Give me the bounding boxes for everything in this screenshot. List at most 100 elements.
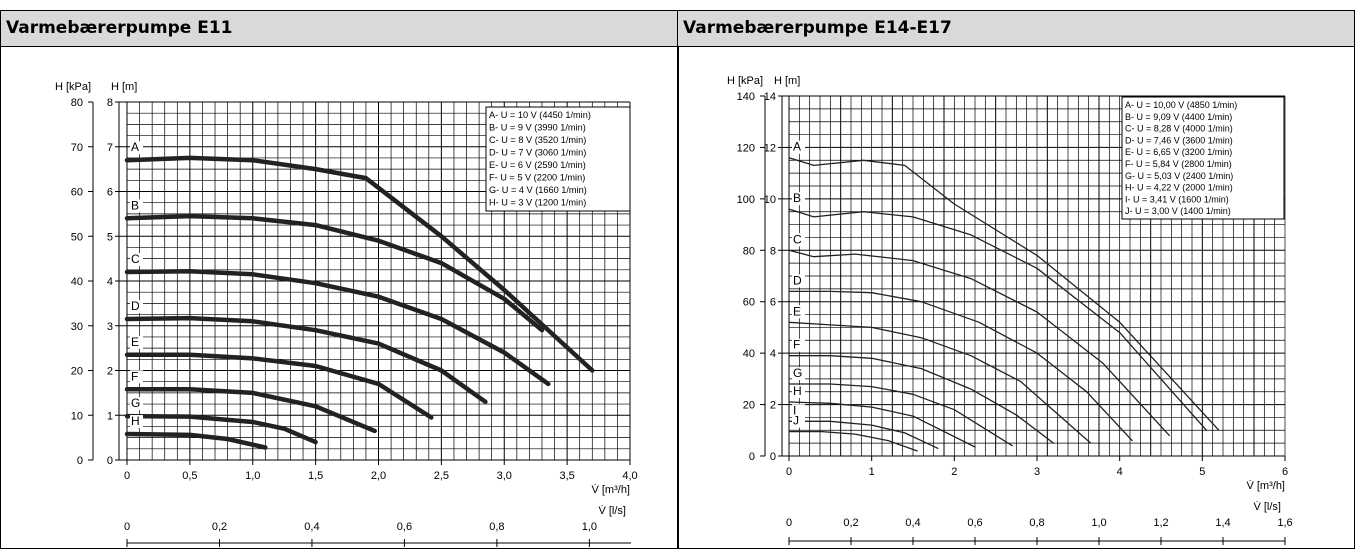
legend-entry: A- U = 10,00 V (4850 1/min) bbox=[1125, 100, 1237, 110]
legend-entry: B- U = 9,09 V (4400 1/min) bbox=[1125, 112, 1232, 122]
x-tick-label-ls: 0 bbox=[786, 517, 792, 529]
x-tick-label-m3h: 3,0 bbox=[497, 470, 512, 482]
x-tick-label-ls: 0,4 bbox=[304, 521, 319, 533]
curve-label-bg bbox=[130, 370, 143, 384]
y-tick-label-m: 6 bbox=[107, 187, 113, 199]
legend-entry: E- U = 6 V (2590 1/min) bbox=[489, 160, 586, 170]
y-tick-label-kpa: 60 bbox=[71, 187, 83, 199]
curve-e bbox=[124, 352, 434, 420]
x-tick-label-ls: 0,2 bbox=[843, 517, 858, 529]
curve-f bbox=[124, 387, 377, 434]
y-tick-label-m: 1 bbox=[107, 410, 113, 422]
y-tick-label-m: 10 bbox=[764, 194, 776, 206]
curve-label-bg bbox=[792, 274, 805, 288]
x-tick-label-ls: 0,8 bbox=[1029, 517, 1044, 529]
curve-h bbox=[788, 401, 976, 448]
x-tick-label-m3h: 1 bbox=[869, 466, 875, 478]
y-tick-label-kpa: 50 bbox=[71, 231, 83, 243]
x-tick-label-ls: 1,2 bbox=[1153, 517, 1168, 529]
legend-entry: B- U = 9 V (3990 1/min) bbox=[489, 123, 586, 133]
x-tick-label-m3h: 6 bbox=[1282, 466, 1288, 478]
curve-label-bg bbox=[792, 140, 805, 154]
y-tick-label-kpa: 0 bbox=[749, 451, 755, 463]
legend-entry: D- U = 7,46 V (3600 1/min) bbox=[1125, 135, 1233, 145]
y-tick-label-kpa: 40 bbox=[71, 276, 83, 288]
y-tick-label-kpa: 60 bbox=[743, 297, 755, 309]
y-tick-label-kpa: 80 bbox=[743, 245, 755, 257]
y-tick-label-kpa: 20 bbox=[71, 366, 83, 378]
legend-entry: A- U = 10 V (4450 1/min) bbox=[489, 110, 591, 120]
curve-b bbox=[124, 213, 545, 333]
y-tick-label-kpa: 0 bbox=[77, 455, 83, 467]
y-tick-label-m: 8 bbox=[770, 245, 776, 257]
curve-f bbox=[788, 355, 1055, 444]
y-tick-label-kpa: 20 bbox=[743, 400, 755, 412]
curve-b bbox=[788, 208, 1208, 431]
y-axis-label-kpa: H [kPa] bbox=[55, 81, 91, 93]
legend-box bbox=[485, 106, 631, 212]
curve-g bbox=[788, 383, 1013, 447]
curve-label-a: A bbox=[131, 140, 139, 154]
x-axis-label-m3h: V̇ [m³/h] bbox=[1246, 479, 1285, 492]
y-tick-label-kpa: 70 bbox=[71, 142, 83, 154]
x-tick-label-m3h: 2,0 bbox=[371, 470, 386, 482]
x-tick-label-m3h: 1,0 bbox=[245, 470, 260, 482]
legend-entry: C- U = 8 V (3520 1/min) bbox=[489, 135, 586, 145]
curve-label-d: D bbox=[131, 299, 140, 313]
legend-box bbox=[1121, 96, 1285, 220]
curve-label-bg bbox=[130, 253, 143, 267]
x-tick-label-ls: 1,0 bbox=[582, 521, 597, 533]
curve-label-b: B bbox=[131, 198, 139, 212]
curve-label-f: F bbox=[131, 369, 138, 383]
curve-c bbox=[124, 268, 551, 387]
y-tick-label-m: 4 bbox=[770, 348, 776, 360]
x-axis-label-ls: V̇ [l/s] bbox=[1253, 500, 1281, 513]
panel-title-e11: Varmebærerpumpe E11 bbox=[1, 11, 678, 47]
curve-label-bg bbox=[792, 305, 805, 319]
x-tick-label-ls: 1,6 bbox=[1277, 517, 1292, 529]
legend-entry: D- U = 7 V (3060 1/min) bbox=[489, 148, 586, 158]
x-tick-label-ls: 0,6 bbox=[967, 517, 982, 529]
curve-label-h: H bbox=[131, 414, 140, 428]
chart-panel-e11: Varmebærerpumpe E11 0 10 20 30 40 50 60 70 80 0 1 2… bbox=[0, 10, 679, 549]
curve-label-i: I bbox=[793, 403, 796, 417]
y-tick-label-m: 7 bbox=[107, 142, 113, 154]
curve-label-j: J bbox=[793, 414, 799, 428]
legend-entry: G- U = 4 V (1660 1/min) bbox=[489, 185, 587, 195]
curve-label-bg bbox=[792, 385, 805, 398]
curve-i bbox=[788, 420, 939, 449]
curve-label-f: F bbox=[793, 338, 800, 352]
legend-entry: E- U = 6,65 V (3200 1/min) bbox=[1125, 147, 1232, 157]
y-tick-label-m: 5 bbox=[107, 231, 113, 243]
x-tick-label-m3h: 2,5 bbox=[434, 470, 449, 482]
x-tick-label-ls: 0,8 bbox=[489, 521, 504, 533]
curve-a bbox=[788, 157, 1220, 431]
y-axis-label-m: H [m] bbox=[774, 75, 800, 87]
chart-panel-e14-e17: Varmebærerpumpe E14-E17 0 20 40 60 80 100 120 1… bbox=[677, 10, 1355, 549]
x-tick-label-m3h: 0,5 bbox=[182, 470, 197, 482]
curve-label-bg bbox=[792, 233, 805, 247]
x-tick-label-ls: 1,0 bbox=[1091, 517, 1106, 529]
y-tick-label-kpa: 140 bbox=[737, 91, 755, 103]
x-tick-label-m3h: 4 bbox=[1117, 466, 1123, 478]
curve-label-bg bbox=[792, 367, 805, 380]
curve-label-bg bbox=[130, 199, 143, 213]
legend-entry: F- U = 5,84 V (2800 1/min) bbox=[1125, 159, 1232, 169]
y-tick-label-kpa: 10 bbox=[71, 410, 83, 422]
curve-d bbox=[124, 315, 488, 405]
legend-entry: J- U = 3,00 V (1400 1/min) bbox=[1125, 206, 1231, 216]
y-tick-label-m: 3 bbox=[107, 321, 113, 333]
x-tick-label-ls: 0,4 bbox=[905, 517, 920, 529]
curve-e bbox=[788, 321, 1092, 444]
curve-h bbox=[124, 431, 268, 450]
y-tick-label-kpa: 120 bbox=[737, 142, 755, 154]
x-tick-label-ls: 0 bbox=[124, 521, 130, 533]
curve-label-h: H bbox=[793, 384, 802, 398]
y-tick-label-kpa: 100 bbox=[737, 194, 755, 206]
curve-a bbox=[124, 155, 595, 373]
y-tick-label-m: 0 bbox=[107, 455, 113, 467]
y-tick-label-m: 6 bbox=[770, 297, 776, 309]
curve-c bbox=[788, 249, 1170, 437]
curve-label-bg bbox=[130, 397, 143, 411]
